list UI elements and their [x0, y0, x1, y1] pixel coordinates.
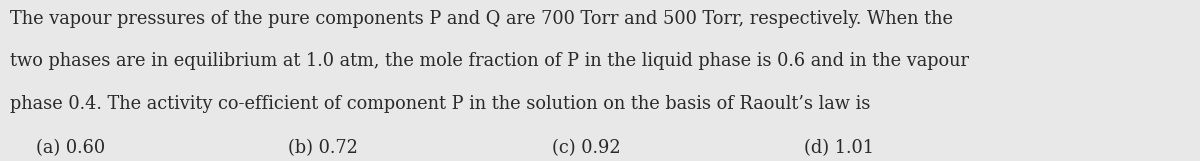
Text: (a) 0.60: (a) 0.60 [36, 139, 106, 157]
Text: two phases are in equilibrium at 1.0 atm, the mole fraction of P in the liquid p: two phases are in equilibrium at 1.0 atm… [10, 52, 968, 70]
Text: phase 0.4. The activity co-efficient of component P in the solution on the basis: phase 0.4. The activity co-efficient of … [10, 95, 870, 113]
Text: (b) 0.72: (b) 0.72 [288, 139, 358, 157]
Text: (d) 1.01: (d) 1.01 [804, 139, 874, 157]
Text: (c) 0.92: (c) 0.92 [552, 139, 620, 157]
Text: The vapour pressures of the pure components P and Q are 700 Torr and 500 Torr, r: The vapour pressures of the pure compone… [10, 10, 953, 28]
